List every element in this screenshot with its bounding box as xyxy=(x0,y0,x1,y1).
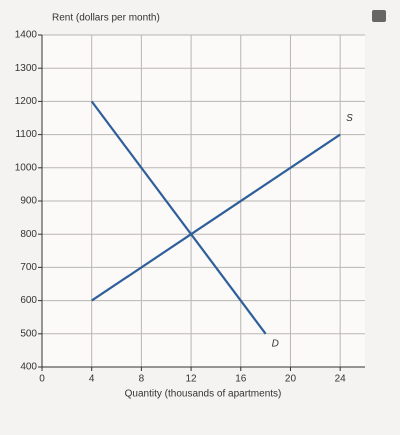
y-axis-label: Rent (dollars per month) xyxy=(52,13,160,24)
x-tick-label: 24 xyxy=(335,374,347,385)
y-tick-label: 700 xyxy=(20,262,37,273)
y-tick-label: 1100 xyxy=(15,129,37,140)
x-tick-label: 4 xyxy=(89,374,95,385)
series-line xyxy=(90,100,267,335)
x-axis-label: Quantity (thousands of apartments) xyxy=(125,389,282,400)
x-tick-label: 16 xyxy=(235,374,247,385)
x-tick-label: 12 xyxy=(186,374,198,385)
y-tick-label: 900 xyxy=(20,196,37,207)
y-tick-label: 1200 xyxy=(15,96,38,107)
x-tick-label: 20 xyxy=(285,374,297,385)
series-label: D xyxy=(272,338,279,349)
series-label: S xyxy=(346,113,353,124)
y-tick-label: 1300 xyxy=(15,63,38,74)
y-tick-label: 500 xyxy=(20,328,37,339)
y-tick-label: 800 xyxy=(20,229,37,240)
y-tick-label: 600 xyxy=(20,295,37,306)
corner-icon xyxy=(372,10,386,22)
y-tick-label: 400 xyxy=(20,362,37,373)
series-line xyxy=(91,133,341,302)
x-tick-label: 8 xyxy=(139,374,145,385)
y-tick-label: 1000 xyxy=(15,162,38,173)
y-tick-label: 1400 xyxy=(15,30,38,41)
x-tick-label: 0 xyxy=(39,374,45,385)
